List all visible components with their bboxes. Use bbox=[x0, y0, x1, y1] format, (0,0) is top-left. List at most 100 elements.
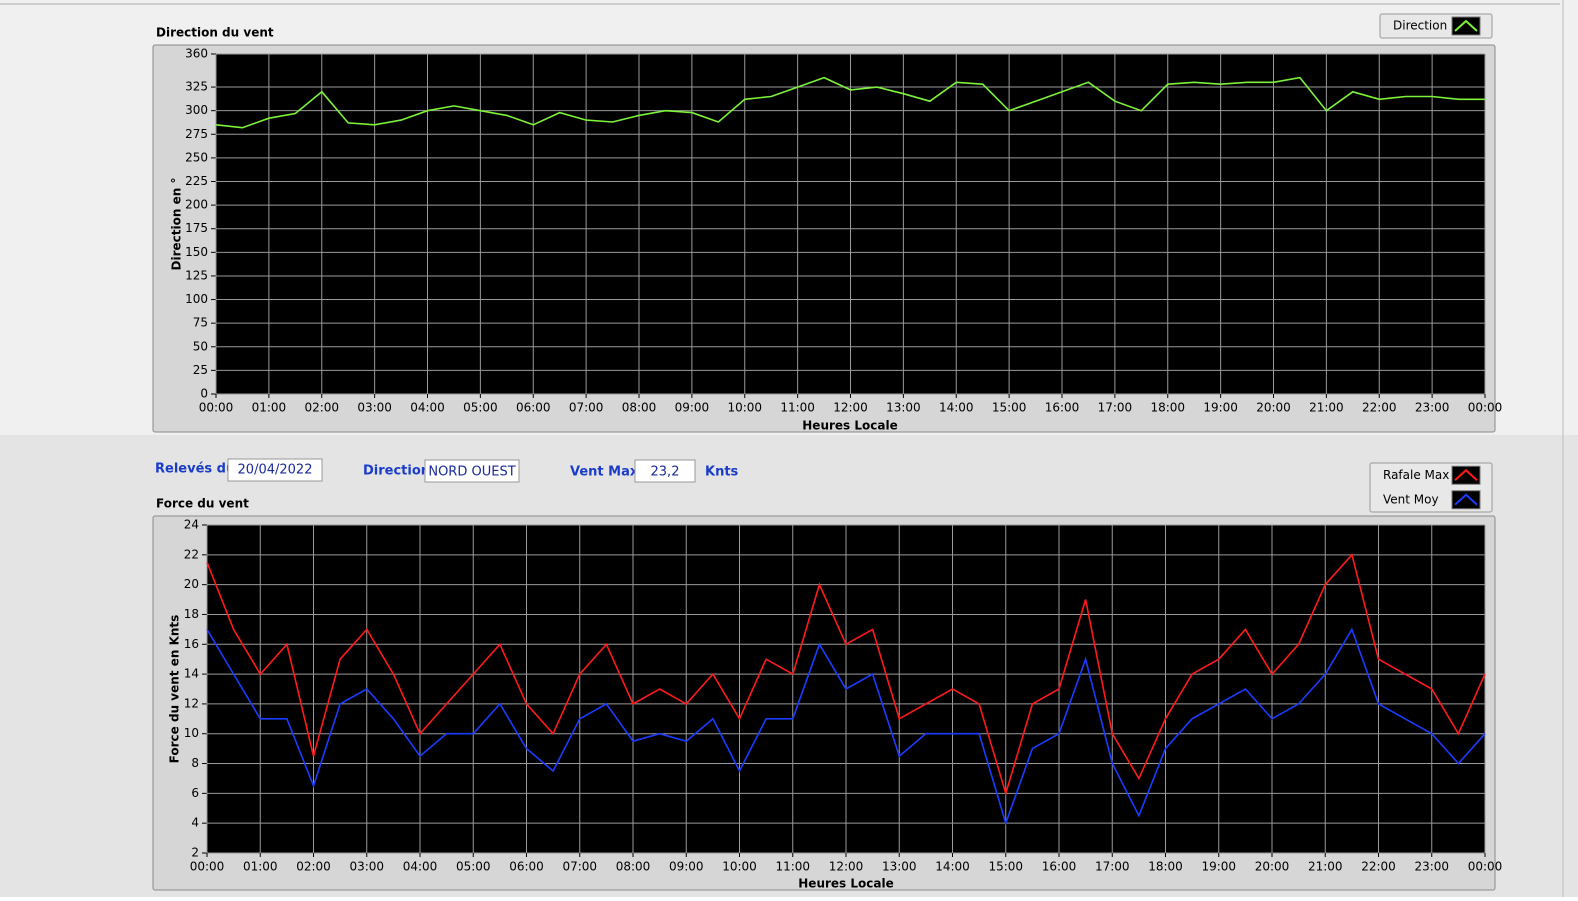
x-tick-label: 07:00 bbox=[562, 860, 597, 874]
y-tick-label: 150 bbox=[185, 245, 208, 259]
y-tick-label: 360 bbox=[185, 47, 208, 61]
x-tick-label: 16:00 bbox=[1045, 401, 1080, 415]
y-tick-label: 175 bbox=[185, 221, 208, 235]
y-tick-label: 22 bbox=[184, 547, 199, 561]
x-tick-label: 09:00 bbox=[669, 860, 704, 874]
series-line bbox=[206, 553, 1486, 797]
x-tick-label: 12:00 bbox=[829, 860, 864, 874]
x-tick-label: 06:00 bbox=[516, 401, 551, 415]
x-tick-label: 10:00 bbox=[722, 860, 757, 874]
x-tick-label: 15:00 bbox=[992, 401, 1027, 415]
y-tick-label: 25 bbox=[193, 363, 208, 377]
x-tick-label: 07:00 bbox=[569, 401, 604, 415]
x-tick-label: 04:00 bbox=[410, 401, 445, 415]
y-tick-label: 0 bbox=[200, 387, 208, 401]
y-tick-label: 4 bbox=[191, 816, 199, 830]
x-tick-label: 11:00 bbox=[780, 401, 815, 415]
x-axis-title: Heures Locale bbox=[802, 419, 897, 433]
direction-field[interactable] bbox=[424, 459, 520, 483]
x-tick-label: 05:00 bbox=[456, 860, 491, 874]
x-tick-label: 20:00 bbox=[1255, 860, 1290, 874]
x-axis-title: Heures Locale bbox=[798, 877, 893, 891]
max-value: 23,2 bbox=[651, 465, 680, 480]
x-tick-label: 03:00 bbox=[357, 401, 392, 415]
legend-label: Vent Moy bbox=[1383, 492, 1439, 506]
y-tick-label: 50 bbox=[193, 339, 208, 353]
x-tick-label: 08:00 bbox=[622, 401, 657, 415]
y-tick-label: 12 bbox=[184, 696, 199, 710]
legend-label: Direction bbox=[1393, 19, 1447, 33]
y-tick-label: 300 bbox=[185, 103, 208, 117]
x-tick-label: 12:00 bbox=[833, 401, 868, 415]
x-tick-label: 03:00 bbox=[349, 860, 384, 874]
date-field[interactable] bbox=[227, 458, 323, 482]
chart-title: Direction du vent bbox=[156, 26, 274, 40]
x-tick-label: 02:00 bbox=[304, 401, 339, 415]
x-tick-label: 14:00 bbox=[939, 401, 974, 415]
y-tick-label: 14 bbox=[184, 667, 199, 681]
x-tick-label: 23:00 bbox=[1414, 860, 1449, 874]
x-tick-label: 04:00 bbox=[403, 860, 438, 874]
x-tick-label: 16:00 bbox=[1042, 860, 1077, 874]
x-tick-label: 10:00 bbox=[727, 401, 762, 415]
x-tick-label: 06:00 bbox=[509, 860, 544, 874]
x-tick-label: 11:00 bbox=[775, 860, 810, 874]
y-axis-title: Direction en ° bbox=[170, 178, 184, 271]
legend-swatch-bg bbox=[1451, 490, 1481, 510]
x-tick-label: 13:00 bbox=[886, 401, 921, 415]
x-tick-label: 23:00 bbox=[1415, 401, 1450, 415]
x-tick-label: 17:00 bbox=[1095, 860, 1130, 874]
x-tick-label: 09:00 bbox=[675, 401, 710, 415]
chart-title: Force du vent bbox=[156, 497, 249, 511]
x-tick-label: 18:00 bbox=[1148, 860, 1183, 874]
series-line bbox=[206, 627, 1486, 826]
x-tick-label: 15:00 bbox=[988, 860, 1023, 874]
legend-swatch bbox=[1454, 493, 1478, 506]
date-label: Relevés du bbox=[155, 462, 235, 477]
legend-label: Rafale Max bbox=[1383, 468, 1449, 482]
controls-row: Relevés du 20/04/2022 Direction NORD OUE… bbox=[155, 458, 739, 483]
x-tick-label: 00:00 bbox=[190, 860, 225, 874]
x-tick-label: 00:00 bbox=[1468, 860, 1503, 874]
x-tick-label: 19:00 bbox=[1201, 860, 1236, 874]
max-field[interactable] bbox=[634, 459, 696, 483]
y-axis-title: Force du vent en Knts bbox=[168, 615, 182, 764]
y-tick-label: 325 bbox=[185, 80, 208, 94]
y-tick-label: 250 bbox=[185, 150, 208, 164]
x-tick-label: 22:00 bbox=[1362, 401, 1397, 415]
x-tick-label: 01:00 bbox=[252, 401, 287, 415]
y-tick-label: 18 bbox=[184, 607, 199, 621]
x-tick-label: 22:00 bbox=[1361, 860, 1396, 874]
x-tick-label: 20:00 bbox=[1256, 401, 1291, 415]
y-tick-label: 200 bbox=[185, 198, 208, 212]
x-tick-label: 21:00 bbox=[1308, 860, 1343, 874]
legend-swatch-bg bbox=[1451, 465, 1481, 485]
y-tick-label: 24 bbox=[184, 518, 199, 532]
y-tick-label: 75 bbox=[193, 316, 208, 330]
y-tick-label: 100 bbox=[185, 292, 208, 306]
y-tick-label: 16 bbox=[184, 637, 199, 651]
y-tick-label: 6 bbox=[191, 786, 199, 800]
max-label: Vent Max bbox=[570, 465, 639, 480]
series-line bbox=[215, 76, 1485, 129]
direction-value: NORD OUEST bbox=[428, 465, 515, 480]
y-tick-label: 10 bbox=[184, 726, 199, 740]
legend-swatch bbox=[1454, 468, 1478, 481]
y-tick-label: 125 bbox=[185, 268, 208, 282]
x-tick-label: 08:00 bbox=[616, 860, 651, 874]
x-tick-label: 00:00 bbox=[1468, 401, 1503, 415]
y-tick-label: 225 bbox=[185, 174, 208, 188]
x-tick-label: 02:00 bbox=[296, 860, 331, 874]
direction-label: Direction bbox=[363, 464, 430, 479]
date-value: 20/04/2022 bbox=[238, 463, 313, 478]
x-tick-label: 01:00 bbox=[243, 860, 278, 874]
legend-swatch bbox=[1454, 19, 1478, 32]
y-tick-label: 2 bbox=[191, 846, 199, 860]
x-tick-label: 21:00 bbox=[1309, 401, 1344, 415]
x-tick-label: 18:00 bbox=[1150, 401, 1185, 415]
y-tick-label: 8 bbox=[191, 756, 199, 770]
y-tick-label: 20 bbox=[184, 577, 199, 591]
x-tick-label: 17:00 bbox=[1098, 401, 1133, 415]
